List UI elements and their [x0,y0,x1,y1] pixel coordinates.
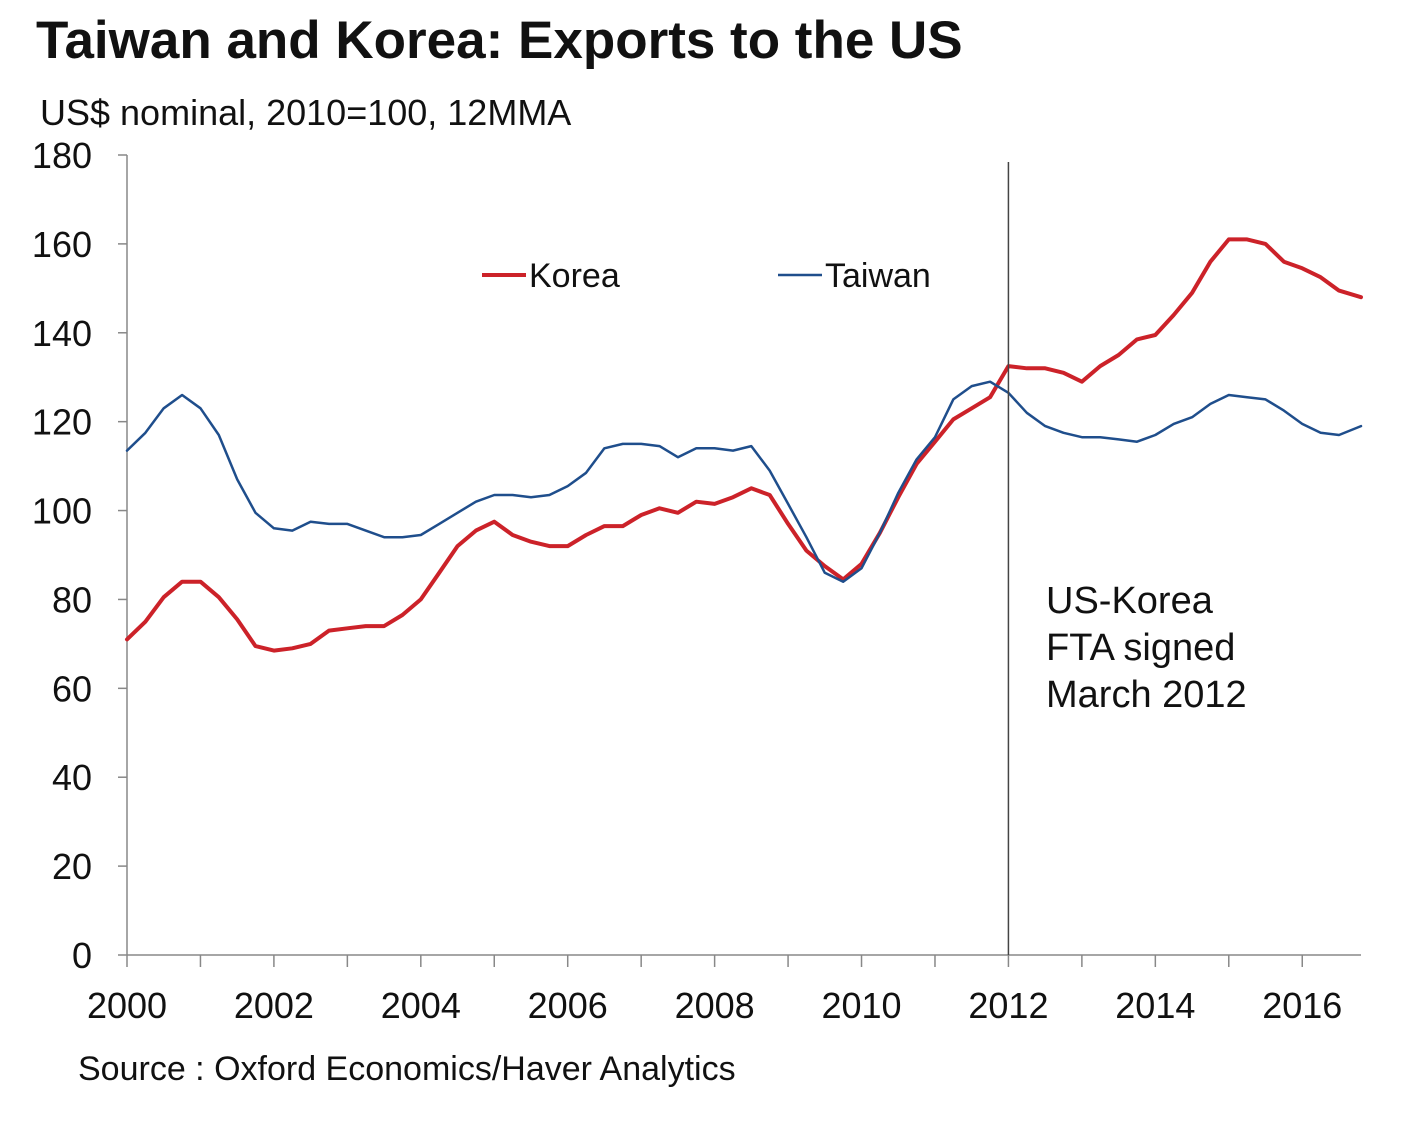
y-tick-label: 160 [32,224,92,265]
y-tick-label: 180 [32,135,92,176]
x-tick-label: 2014 [1115,985,1195,1026]
legend: Korea Taiwan [482,257,931,295]
y-tick-label: 0 [72,935,92,976]
source-note: Source : Oxford Economics/Haver Analytic… [78,1050,736,1088]
x-tick-label: 2000 [87,985,167,1026]
x-tick-label: 2002 [234,985,314,1026]
annotation-text-line: March 2012 [1046,674,1247,716]
x-tick-label: 2006 [528,985,608,1026]
annotation-text-line: US-Korea [1046,580,1214,622]
x-tick-label: 2008 [675,985,755,1026]
series-group [125,237,1363,653]
chart-subtitle: US$ nominal, 2010=100, 12MMA [40,92,572,133]
y-tick-label: 100 [32,491,92,532]
y-tick-label: 120 [32,402,92,443]
legend-label-taiwan: Taiwan [825,257,931,295]
x-tick-label: 2016 [1262,985,1342,1026]
legend-label-korea: Korea [529,257,620,295]
y-tick-label: 40 [52,757,92,798]
x-tick-label: 2004 [381,985,461,1026]
annotation: US-Korea FTA signed March 2012 [1007,162,1247,955]
chart-title: Taiwan and Korea: Exports to the US [36,11,963,70]
series-line-taiwan [125,380,1363,583]
y-tick-label: 140 [32,313,92,354]
y-tick-label: 80 [52,579,92,620]
annotation-text-line: FTA signed [1046,627,1235,669]
x-tick-label: 2012 [968,985,1048,1026]
axes: 0 20 40 60 80 100 120 140 160 180 2000 2002 2004 2006… [32,135,1361,1026]
y-tick-label: 60 [52,668,92,709]
x-tick-label: 2010 [821,985,901,1026]
series-line-korea [125,237,1363,653]
y-tick-label: 20 [52,846,92,887]
